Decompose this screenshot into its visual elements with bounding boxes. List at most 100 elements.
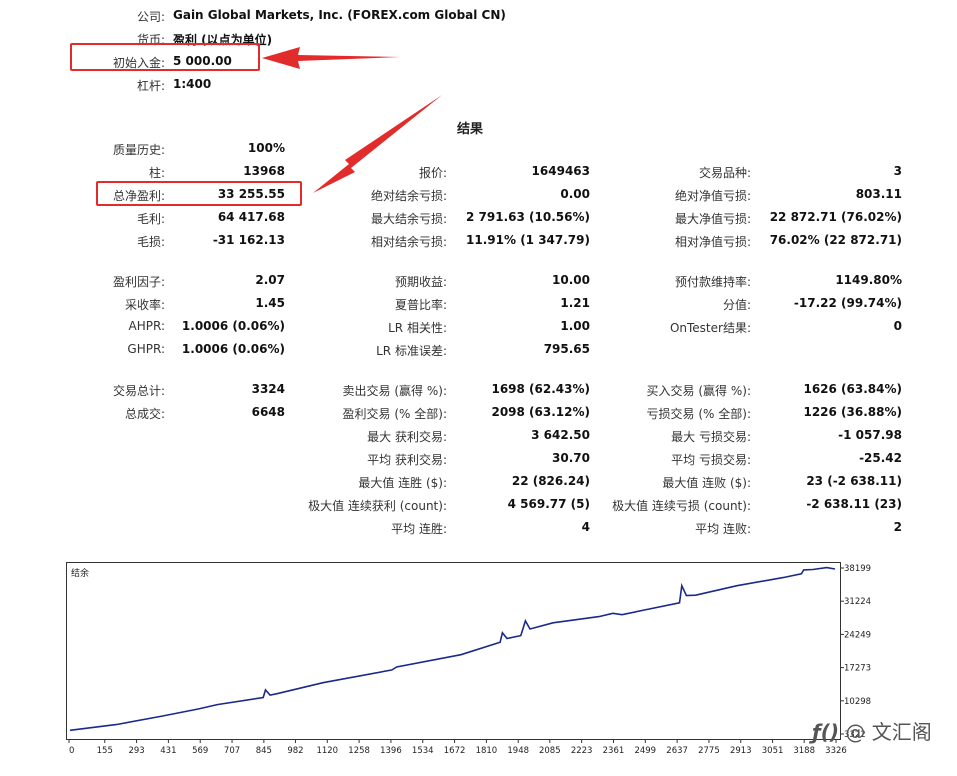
chart-title: 结余 (71, 569, 90, 579)
col1-value-8: 1.0006 (0.06%) (181, 342, 285, 356)
watermark: ƒ() @ 文汇阁 (812, 716, 932, 745)
y-tick-label: 17273 (844, 664, 871, 674)
col1-label-5: 盈利因子: (112, 275, 165, 289)
company-value: Gain Global Markets, Inc. (FOREX.com Glo… (173, 8, 506, 22)
x-tick-label: 0 (69, 746, 74, 756)
col2-value-7: 795.65 (543, 342, 590, 356)
x-tick-label: 1534 (412, 746, 434, 756)
col2-label-3: 相对结余亏损: (370, 235, 447, 249)
col1-label-1: 柱: (148, 166, 165, 180)
col2-value-4: 10.00 (552, 273, 590, 287)
watermark-at-icon: @ (845, 720, 866, 744)
col1-value-10: 6648 (251, 405, 285, 419)
col2-value-0: 1649463 (531, 164, 590, 178)
col1-value-2: 33 255.55 (217, 187, 285, 201)
deposit-label: 初始入金: (112, 56, 165, 70)
col2-label-0: 报价: (418, 166, 447, 180)
x-tick-label: 2637 (666, 746, 688, 756)
x-tick-label: 1948 (507, 746, 529, 756)
col2-value-9: 2098 (63.12%) (491, 405, 590, 419)
col3-label-12: 极大值 连续亏损 (count): (612, 499, 751, 513)
col1-value-7: 1.0006 (0.06%) (181, 319, 285, 333)
col3-value-10: -25.42 (859, 451, 902, 465)
results-title: 结果 (456, 122, 483, 137)
x-tick-label: 707 (224, 746, 240, 756)
col3-value-6: 0 (893, 319, 902, 333)
x-tick-label: 1396 (380, 746, 402, 756)
x-tick-label: 431 (160, 746, 176, 756)
x-tick-label: 1672 (444, 746, 466, 756)
col1-label-4: 毛损: (136, 235, 165, 249)
col3-label-6: OnTester结果: (669, 321, 751, 335)
col3-value-11: 23 (-2 638.11) (806, 474, 902, 488)
balance-chart-plot (69, 566, 836, 732)
col1-value-3: 64 417.68 (217, 210, 285, 224)
x-tick-label: 845 (256, 746, 272, 756)
col2-label-12: 最大值 连胜 ($): (358, 476, 447, 490)
col2-value-1: 0.00 (560, 187, 590, 201)
col1-value-9: 3324 (251, 382, 285, 396)
col2-value-5: 1.21 (560, 296, 590, 310)
x-tick-label: 569 (192, 746, 208, 756)
col2-value-6: 1.00 (560, 319, 590, 333)
col3-value-0: 3 (893, 164, 902, 178)
col3-value-12: -2 638.11 (23) (806, 497, 902, 511)
watermark-text: 文汇阁 (871, 720, 932, 744)
x-tick-label: 2361 (603, 746, 625, 756)
col2-value-12: 22 (826.24) (511, 474, 590, 488)
col2-label-11: 平均 获利交易: (367, 453, 447, 467)
company-label: 公司: (136, 10, 165, 24)
col3-label-10: 平均 亏损交易: (671, 453, 751, 467)
x-tick-label: 982 (287, 746, 303, 756)
y-tick-label: 10298 (844, 697, 871, 707)
col1-label-3: 毛利: (136, 212, 165, 226)
col2-value-8: 1698 (62.43%) (491, 382, 590, 396)
x-tick-label: 1120 (316, 746, 338, 756)
col2-value-2: 2 791.63 (10.56%) (466, 210, 590, 224)
col1-label-8: GHPR: (127, 342, 165, 356)
col3-value-3: 76.02% (22 872.71) (769, 233, 902, 247)
balance-line (69, 566, 836, 732)
x-tick-label: 2085 (539, 746, 561, 756)
leverage-value: 1:400 (173, 77, 212, 91)
leverage-label: 杠杆: (136, 79, 165, 93)
col3-label-3: 相对净值亏损: (674, 235, 751, 249)
col2-value-11: 30.70 (552, 451, 590, 465)
x-tick-label: 3051 (762, 746, 784, 756)
col3-value-13: 2 (893, 520, 902, 534)
x-tick-label: 3326 (825, 746, 847, 756)
col3-value-1: 803.11 (855, 187, 902, 201)
col1-label-0: 质量历史: (112, 143, 165, 157)
x-tick-label: 155 (97, 746, 113, 756)
col3-value-8: 1226 (36.88%) (803, 405, 902, 419)
col3-label-13: 平均 连败: (695, 522, 751, 536)
col2-value-10: 3 642.50 (531, 428, 590, 442)
col3-value-7: 1626 (63.84%) (803, 382, 902, 396)
col1-value-4: -31 162.13 (212, 233, 285, 247)
col3-label-2: 最大净值亏损: (674, 212, 751, 226)
x-tick-label: 3188 (793, 746, 815, 756)
col2-label-2: 最大结余亏损: (370, 212, 447, 226)
col1-label-7: AHPR: (128, 319, 165, 333)
col2-label-10: 最大 获利交易: (367, 430, 447, 444)
col3-label-8: 亏损交易 (% 全部): (646, 407, 751, 421)
col3-label-7: 买入交易 (赢得 %): (646, 384, 751, 398)
x-tick-label: 2223 (571, 746, 593, 756)
deposit-value: 5 000.00 (173, 54, 232, 68)
deposit-highlight-box (70, 43, 260, 71)
col3-label-4: 预付款维持率: (674, 275, 751, 289)
col2-value-14: 4 (581, 520, 590, 534)
col1-value-1: 13968 (243, 164, 285, 178)
col1-value-6: 1.45 (255, 296, 285, 310)
x-tick-label: 1810 (476, 746, 498, 756)
col2-label-4: 预期收益: (394, 275, 447, 289)
col3-value-5: -17.22 (99.74%) (793, 296, 902, 310)
col3-label-0: 交易品种: (698, 166, 751, 180)
col2-label-6: LR 相关性: (388, 321, 447, 335)
y-tick-label: 38199 (844, 564, 871, 574)
y-tick-label: 24249 (844, 630, 871, 640)
col2-label-1: 绝对结余亏损: (370, 189, 447, 203)
col1-label-10: 总成交: (124, 407, 165, 421)
col2-label-9: 盈利交易 (% 全部): (342, 407, 447, 421)
x-tick-label: 293 (128, 746, 144, 756)
